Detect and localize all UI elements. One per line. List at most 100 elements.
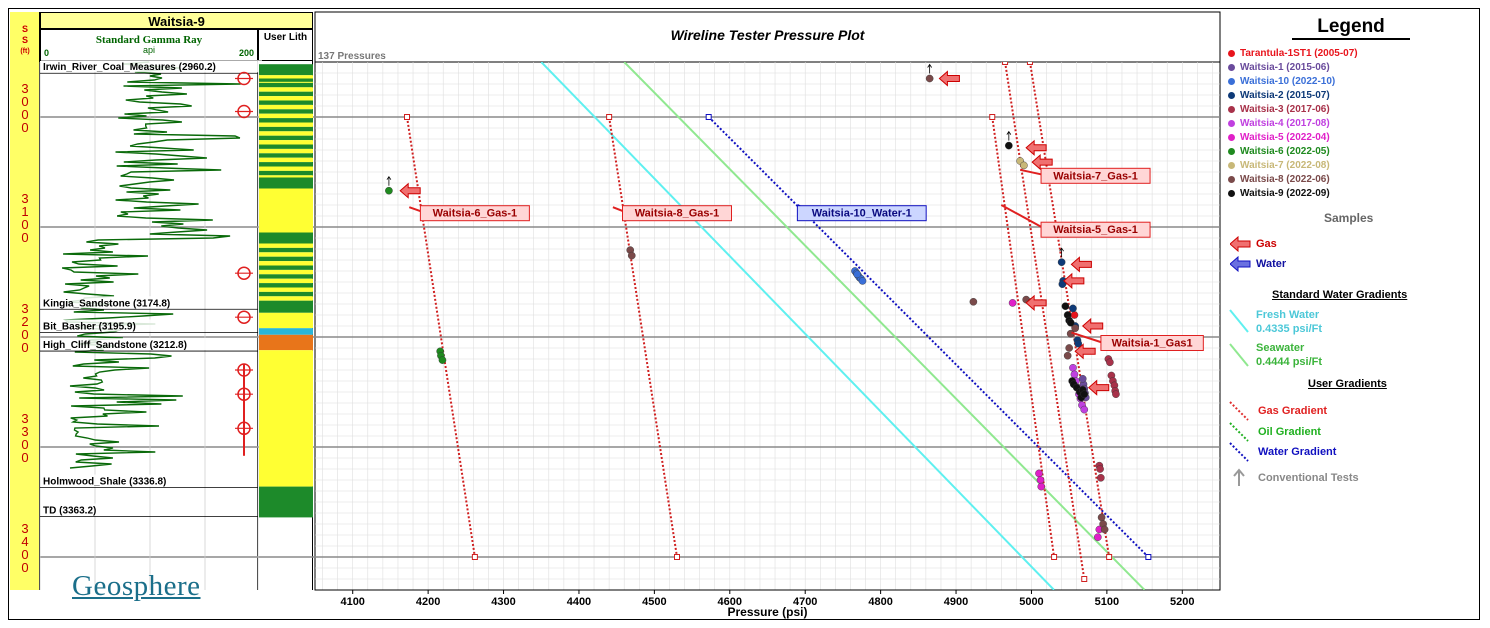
conventional-test-arrow xyxy=(386,175,392,180)
lith-band xyxy=(259,177,313,189)
gamma-ray-title: Standard Gamma Ray xyxy=(95,34,203,46)
gas-sample-arrow xyxy=(1031,153,1053,171)
lith-band xyxy=(259,232,313,244)
lith-band xyxy=(259,278,313,284)
depth-tick-label: 0 xyxy=(21,107,28,122)
plot-frame xyxy=(314,11,1221,591)
formation-top-label: High_Cliff_Sandstone (3212.8) xyxy=(43,340,187,351)
legend-well-item: Waitsia-6 (2022-05) xyxy=(1228,146,1330,157)
data-point xyxy=(969,297,978,306)
gas-gradient-label: Gas Gradient xyxy=(1258,405,1328,417)
lith-band xyxy=(259,126,313,132)
x-tick-label: 4900 xyxy=(944,596,968,608)
fresh-water-line-icon xyxy=(1229,309,1249,333)
data-point xyxy=(1005,141,1013,150)
lith-band xyxy=(259,78,313,82)
lith-band xyxy=(259,296,313,301)
gradient-label-leader xyxy=(1071,331,1103,344)
data-point xyxy=(1074,339,1083,348)
x-tick-label: 4800 xyxy=(868,596,892,608)
lith-band xyxy=(259,122,313,127)
data-point xyxy=(1097,513,1106,522)
data-point xyxy=(1100,525,1109,534)
data-point xyxy=(858,277,867,285)
gradient-label-box xyxy=(419,205,530,222)
gradient-endpoint xyxy=(606,114,613,120)
lith-band xyxy=(259,334,313,351)
gamma-ray-header: Standard Gamma Ray api 0 200 xyxy=(40,29,258,61)
gradient-endpoint xyxy=(1002,62,1009,65)
depth-tick-label: 2 xyxy=(21,314,28,329)
data-point xyxy=(1094,533,1102,542)
gas-gradient-icon xyxy=(1229,401,1249,421)
depth-tick-label: 0 xyxy=(21,450,28,465)
well-title: Waitsia-9 xyxy=(40,12,313,29)
data-point xyxy=(1080,405,1089,414)
water-gradient-label: Water Gradient xyxy=(1258,446,1337,458)
seawater-value: 0.4444 psi/Ft xyxy=(1256,356,1323,368)
gas-sample-arrow xyxy=(1074,343,1096,360)
formation-top-label-bg xyxy=(41,319,165,332)
lith-band xyxy=(259,64,313,76)
x-tick-label: 4200 xyxy=(416,596,440,608)
lith-band xyxy=(259,256,313,262)
gradient-label: Waitsia-10_Water-1 xyxy=(812,208,912,220)
legend-well-label: Waitsia-5 (2022-04) xyxy=(1240,132,1330,143)
lith-band xyxy=(259,328,313,335)
gamma-ray-min: 0 xyxy=(44,48,50,58)
legend-well-label: Waitsia-1 (2015-06) xyxy=(1240,62,1330,73)
x-tick-label: 4500 xyxy=(642,596,666,608)
gradient-label: Waitsia-5_Gas-1 xyxy=(1053,224,1138,236)
depth-tick-label: 1 xyxy=(21,204,28,219)
gradient-label: Waitsia-7_Gas-1 xyxy=(1053,170,1138,182)
lith-band xyxy=(259,96,313,101)
conventional-test-arrow-icon xyxy=(1233,468,1245,486)
data-point xyxy=(1008,299,1017,307)
data-point xyxy=(385,186,393,195)
legend-dot-icon xyxy=(1228,147,1235,155)
legend-dot-icon xyxy=(1228,63,1235,71)
gas-sample-arrow xyxy=(938,70,960,87)
data-point xyxy=(1112,390,1120,399)
legend-well-label: Waitsia-7 (2022-08) xyxy=(1240,160,1330,171)
legend-well-item: Waitsia-9 (2022-09) xyxy=(1228,188,1330,199)
gradient-endpoint xyxy=(1026,62,1033,65)
legend-well-item: Waitsia-2 (2015-07) xyxy=(1228,90,1330,101)
depth-axis-label: S S (ft) xyxy=(20,24,30,55)
depth-tick-label: 0 xyxy=(21,340,28,355)
legend-well-label: Waitsia-4 (2017-08) xyxy=(1240,118,1330,129)
depth-tick-label: 0 xyxy=(21,94,28,109)
legend-well-item: Waitsia-4 (2017-08) xyxy=(1228,118,1330,129)
data-point xyxy=(1069,363,1077,372)
data-point xyxy=(853,270,862,279)
lith-band xyxy=(259,269,313,275)
depth-tick-label: 0 xyxy=(21,230,28,245)
data-point xyxy=(1063,351,1072,360)
gradient-endpoint xyxy=(1051,554,1058,560)
gradient-endpoint xyxy=(1106,554,1113,560)
data-point xyxy=(1065,344,1073,352)
depth-tick-label: 0 xyxy=(21,437,28,452)
gradient-endpoint xyxy=(989,114,996,120)
data-point xyxy=(1097,473,1105,482)
x-tick-label: 4600 xyxy=(718,596,742,608)
legend-well-item: Waitsia-7 (2022-08) xyxy=(1228,160,1330,171)
data-point xyxy=(438,356,447,364)
legend-well-item: Waitsia-5 (2022-04) xyxy=(1228,132,1330,143)
lith-band xyxy=(259,170,313,176)
legend-well-label: Waitsia-3 (2017-06) xyxy=(1240,104,1330,115)
data-point xyxy=(627,251,636,260)
lith-band xyxy=(259,247,313,253)
legend-well-item: Waitsia-8 (2022-06) xyxy=(1228,174,1330,185)
lith-band xyxy=(259,140,313,145)
gradient-endpoint xyxy=(674,554,680,560)
data-point xyxy=(1057,258,1066,267)
x-tick-label: 4700 xyxy=(793,596,817,608)
gradient-label-box xyxy=(1040,221,1151,238)
seawater-line-icon xyxy=(1229,343,1249,367)
depth-tick-label: 0 xyxy=(21,120,28,135)
conventional-test-arrow xyxy=(1059,247,1064,252)
pressure-count: 137 Pressures xyxy=(318,51,386,62)
oil-gradient-label: Oil Gradient xyxy=(1258,426,1321,438)
legend-well-label: Waitsia-10 (2022-10) xyxy=(1240,76,1336,87)
